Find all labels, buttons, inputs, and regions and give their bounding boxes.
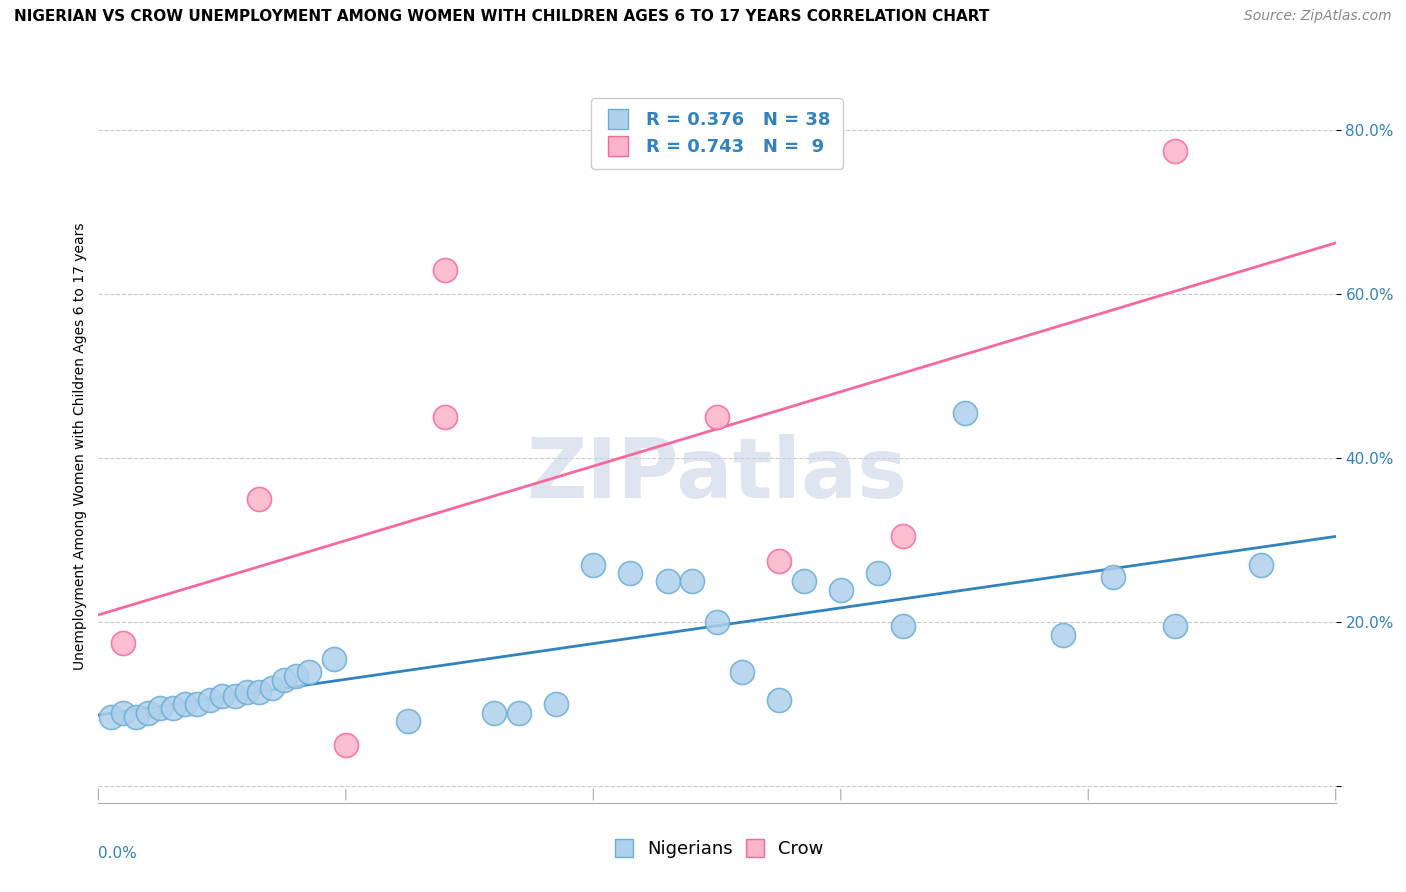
Point: [953, 406, 976, 420]
Point: [619, 566, 641, 581]
Point: [396, 714, 419, 728]
Point: [891, 619, 914, 633]
Point: [260, 681, 283, 695]
Point: [174, 698, 197, 712]
Point: [1102, 570, 1125, 584]
Point: [706, 410, 728, 425]
Point: [285, 668, 308, 682]
Point: [546, 698, 568, 712]
Point: [891, 529, 914, 543]
Point: [1164, 619, 1187, 633]
Point: [247, 685, 270, 699]
Point: [124, 709, 146, 723]
Point: [657, 574, 679, 589]
Text: ZIPatlas: ZIPatlas: [527, 434, 907, 515]
Point: [433, 262, 456, 277]
Point: [273, 673, 295, 687]
Point: [830, 582, 852, 597]
Point: [186, 698, 208, 712]
Point: [768, 554, 790, 568]
Point: [198, 693, 221, 707]
Point: [136, 706, 159, 720]
Point: [731, 665, 754, 679]
Point: [681, 574, 703, 589]
Point: [484, 706, 506, 720]
Point: [1164, 144, 1187, 158]
Point: [322, 652, 344, 666]
Point: [112, 706, 135, 720]
Point: [224, 689, 246, 703]
Point: [508, 706, 530, 720]
Text: Source: ZipAtlas.com: Source: ZipAtlas.com: [1244, 9, 1392, 23]
Point: [1250, 558, 1272, 572]
Point: [247, 492, 270, 507]
Point: [162, 701, 184, 715]
Legend: Nigerians, Crow: Nigerians, Crow: [603, 833, 831, 865]
Point: [1052, 627, 1074, 641]
Point: [149, 701, 172, 715]
Point: [706, 615, 728, 630]
Text: 0.0%: 0.0%: [98, 846, 138, 861]
Point: [582, 558, 605, 572]
Point: [793, 574, 815, 589]
Point: [866, 566, 889, 581]
Point: [112, 636, 135, 650]
Y-axis label: Unemployment Among Women with Children Ages 6 to 17 years: Unemployment Among Women with Children A…: [73, 222, 87, 670]
Point: [100, 709, 122, 723]
Point: [236, 685, 259, 699]
Point: [298, 665, 321, 679]
Point: [335, 739, 357, 753]
Point: [211, 689, 233, 703]
Point: [768, 693, 790, 707]
Point: [433, 410, 456, 425]
Text: NIGERIAN VS CROW UNEMPLOYMENT AMONG WOMEN WITH CHILDREN AGES 6 TO 17 YEARS CORRE: NIGERIAN VS CROW UNEMPLOYMENT AMONG WOME…: [14, 9, 990, 24]
